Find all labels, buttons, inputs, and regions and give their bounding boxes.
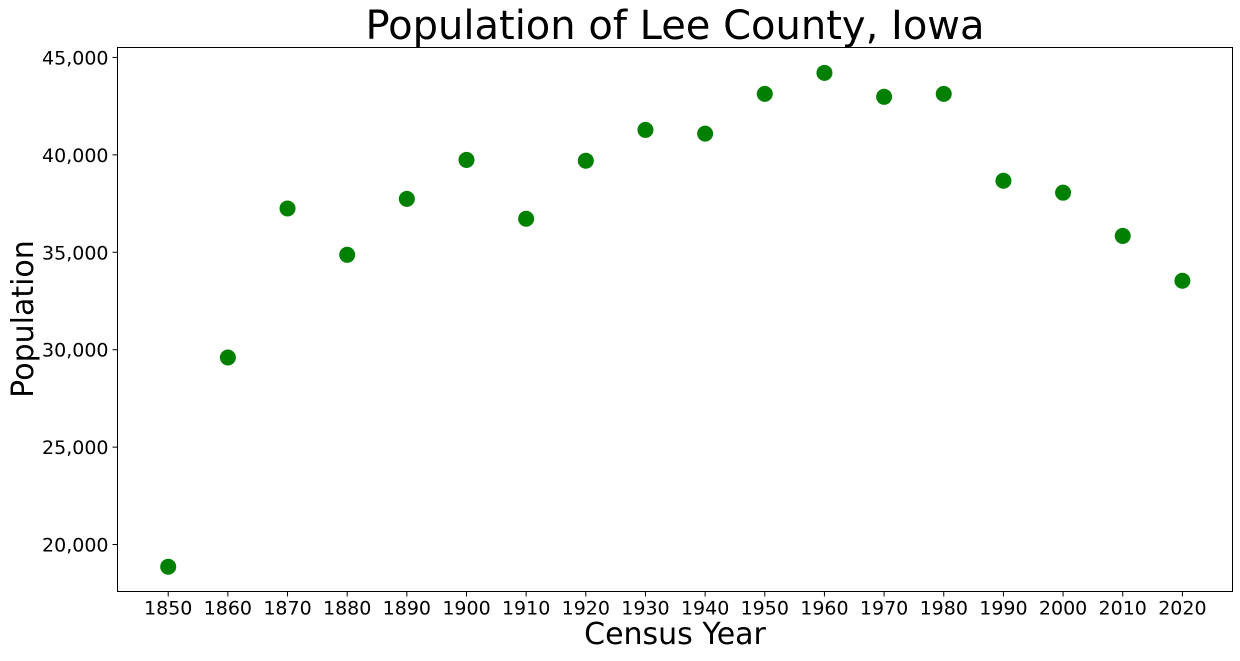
x-tick-label: 2010: [1099, 598, 1147, 620]
x-tick-label: 1950: [741, 598, 789, 620]
x-tick-label: 1920: [562, 598, 610, 620]
x-tick-label: 1870: [263, 598, 311, 620]
x-tick-label: 1980: [920, 598, 968, 620]
y-tick-label: 45,000: [42, 47, 108, 69]
x-tick-label: 2000: [1039, 598, 1087, 620]
x-tick-label: 1860: [204, 598, 252, 620]
x-tick-label: 1930: [621, 598, 669, 620]
data-point-1940: [697, 125, 714, 142]
data-point-1960: [816, 64, 833, 81]
data-point-1870: [279, 200, 296, 217]
data-point-1920: [577, 152, 594, 169]
y-tick-label: 40,000: [42, 145, 108, 167]
data-point-1970: [876, 88, 893, 105]
y-tick-label: 30,000: [42, 340, 108, 362]
x-tick-label: 1890: [383, 598, 431, 620]
x-tick-label: 1940: [681, 598, 729, 620]
x-tick-label: 1900: [442, 598, 490, 620]
x-tick-label: 2020: [1158, 598, 1206, 620]
data-point-1850: [160, 558, 177, 575]
data-point-1990: [995, 172, 1012, 189]
y-axis-label: Population: [6, 240, 41, 398]
x-axis-label: Census Year: [584, 617, 766, 652]
y-tick-label: 25,000: [42, 437, 108, 459]
x-tick-label: 1850: [144, 598, 192, 620]
data-point-1930: [637, 121, 654, 138]
x-tick-label: 1970: [860, 598, 908, 620]
data-point-2020: [1174, 272, 1191, 289]
data-point-1860: [219, 349, 236, 366]
x-tick-label: 1960: [800, 598, 848, 620]
data-point-2000: [1055, 184, 1072, 201]
data-point-1890: [398, 190, 415, 207]
x-tick-label: 1880: [323, 598, 371, 620]
data-point-2010: [1114, 227, 1131, 244]
data-point-1900: [458, 151, 475, 168]
x-tick-label: 1910: [502, 598, 550, 620]
data-point-1880: [339, 246, 356, 263]
plot-area-frame: [117, 47, 1233, 592]
data-point-1980: [935, 85, 952, 102]
data-point-1950: [756, 85, 773, 102]
x-tick-label: 1990: [979, 598, 1027, 620]
y-tick-label: 20,000: [42, 535, 108, 557]
y-tick-label: 35,000: [42, 242, 108, 264]
chart-title: Population of Lee County, Iowa: [365, 3, 984, 49]
data-point-1910: [518, 210, 535, 227]
